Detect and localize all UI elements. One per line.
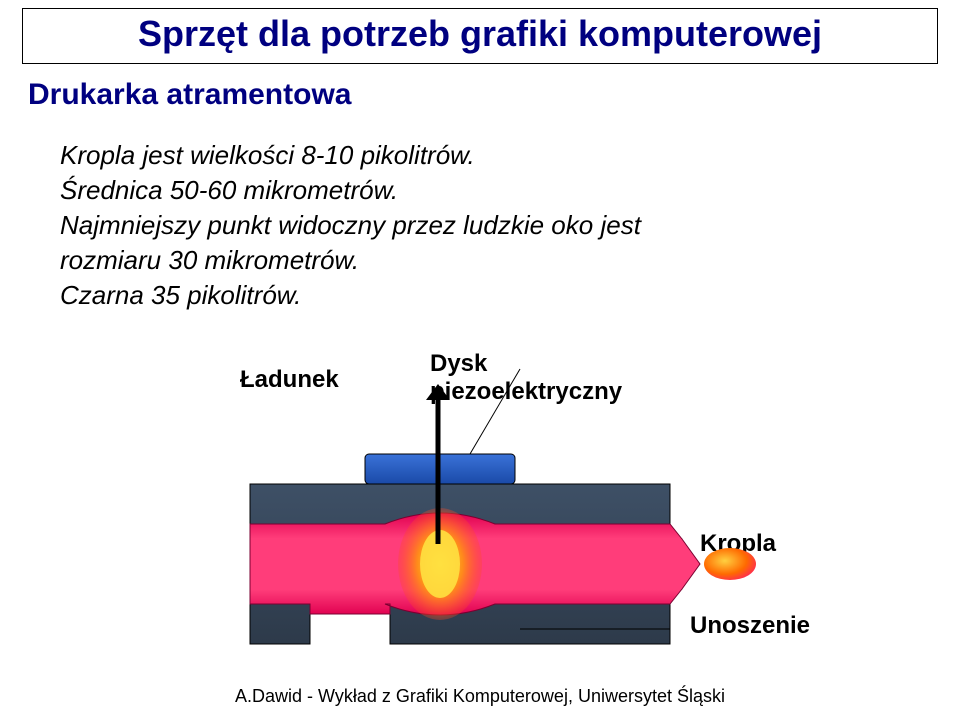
page-title: Sprzęt dla potrzeb grafiki komputerowej bbox=[33, 13, 927, 55]
body-line-5: Czarna 35 pikolitrów. bbox=[60, 278, 900, 313]
body-line-4: rozmiaru 30 mikrometrów. bbox=[60, 243, 900, 278]
inkjet-diagram bbox=[210, 354, 750, 664]
body-line-2: Średnica 50-60 mikrometrów. bbox=[60, 173, 900, 208]
footer-text: A.Dawid - Wykład z Grafiki Komputerowej,… bbox=[0, 686, 960, 707]
body-line-1: Kropla jest wielkości 8-10 pikolitrów. bbox=[60, 138, 900, 173]
diagram-svg bbox=[210, 354, 770, 664]
title-box: Sprzęt dla potrzeb grafiki komputerowej bbox=[22, 8, 938, 64]
body-line-3: Najmniejszy punkt widoczny przez ludzkie… bbox=[60, 208, 900, 243]
body-text: Kropla jest wielkości 8-10 pikolitrów. Ś… bbox=[60, 138, 900, 313]
subtitle: Drukarka atramentowa bbox=[28, 78, 351, 112]
